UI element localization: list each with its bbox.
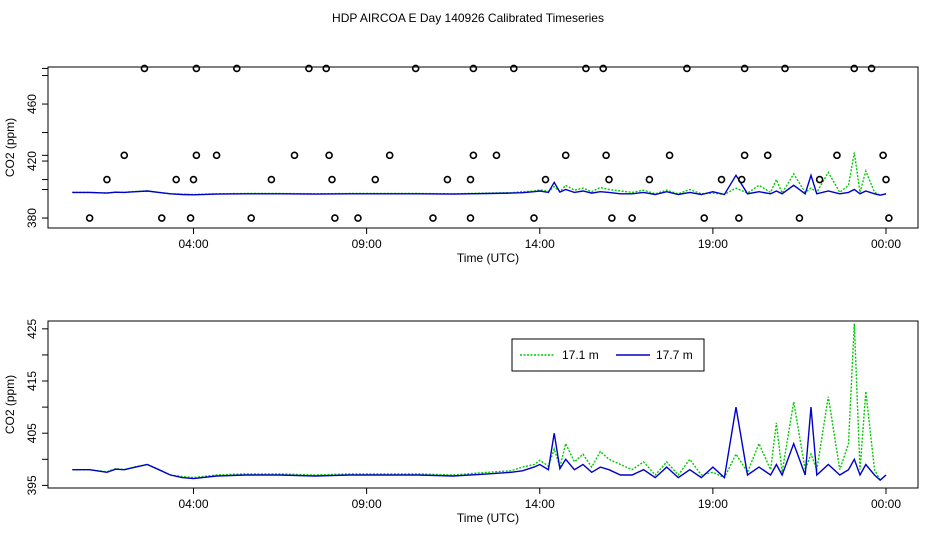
scatter-point xyxy=(717,175,726,184)
scatter-point xyxy=(582,64,590,73)
scatter-point xyxy=(385,151,394,160)
scatter-point xyxy=(157,214,166,222)
scatter-point xyxy=(700,214,709,222)
scatter-point xyxy=(354,214,362,222)
scatter-point xyxy=(232,64,241,73)
scatter-point xyxy=(885,214,893,222)
scatter-point xyxy=(879,151,887,160)
x-tick-label: 00:00 xyxy=(871,497,901,511)
y-tick-label: 460 xyxy=(25,94,39,114)
legend-box xyxy=(511,338,705,372)
scatter-point xyxy=(737,175,746,184)
x-tick-label: 14:00 xyxy=(525,237,555,251)
y-tick-label: 380 xyxy=(25,208,39,228)
scatter-point xyxy=(212,151,221,160)
x-tick-label: 09:00 xyxy=(352,237,382,251)
y-axis-title: CO2 (ppm) xyxy=(3,375,17,434)
y-tick-label: 395 xyxy=(25,475,39,495)
scatter-point xyxy=(815,175,824,184)
scatter-point xyxy=(763,151,772,160)
scatter-point xyxy=(492,151,501,160)
x-tick-label: 19:00 xyxy=(698,497,728,511)
y-axis-title: CO2 (ppm) xyxy=(3,118,17,177)
legend-label: 17.7 m xyxy=(656,348,693,362)
scatter-point xyxy=(325,151,333,160)
scatter-point xyxy=(469,64,478,73)
scatter-point xyxy=(192,64,201,73)
x-axis-title: Time (UTC) xyxy=(457,251,519,265)
scatter-point xyxy=(735,214,743,222)
series-line-17-1-m xyxy=(72,152,887,196)
scatter-point xyxy=(740,151,749,160)
scatter-point xyxy=(795,214,804,222)
scatter-point xyxy=(882,175,890,184)
scatter-point xyxy=(833,151,841,160)
scatter-point xyxy=(466,214,475,222)
scatter-point xyxy=(605,175,613,184)
scatter-point xyxy=(469,151,478,160)
scatter-point xyxy=(305,64,313,73)
legend-label: 17.1 m xyxy=(562,348,599,362)
scatter-point xyxy=(140,64,149,73)
scatter-point xyxy=(665,151,674,160)
scatter-point xyxy=(740,64,749,73)
scatter-point xyxy=(290,151,299,160)
scatter-point xyxy=(331,214,339,222)
x-tick-label: 04:00 xyxy=(178,237,208,251)
panel-bottom: 04:00 09:00 14:00 19:00 00:00 Time (UTC) 395 40… xyxy=(3,318,919,525)
plot-frame xyxy=(47,320,919,489)
x-tick-label: 09:00 xyxy=(352,497,382,511)
scatter-point xyxy=(561,151,570,160)
scatter-point xyxy=(645,175,654,184)
x-tick-label: 04:00 xyxy=(178,497,208,511)
x-tick-label: 00:00 xyxy=(871,237,901,251)
scatter-point xyxy=(247,214,256,222)
scatter-point xyxy=(172,175,180,184)
scatter-point xyxy=(628,214,636,222)
scatter-point xyxy=(530,214,538,222)
scatter-point xyxy=(322,64,331,73)
scatter-point xyxy=(509,64,518,73)
x-axis-title: Time (UTC) xyxy=(457,511,519,525)
panel-top: 04:00 09:00 14:00 19:00 00:00 Time (UTC) 380 42… xyxy=(3,64,919,265)
scatter-point xyxy=(186,214,195,222)
scatter-point xyxy=(189,175,198,184)
scatter-point xyxy=(328,175,336,184)
series-line-17-7-m xyxy=(72,172,887,196)
scatter-point xyxy=(371,175,380,184)
scatter-point xyxy=(781,64,789,73)
scatter-point xyxy=(411,64,420,73)
series-line-17-7-m xyxy=(72,406,887,482)
plot-frame xyxy=(47,66,919,229)
x-tick-label: 14:00 xyxy=(525,497,555,511)
scatter-point xyxy=(120,151,129,160)
scatter-point xyxy=(867,64,876,73)
y-tick-label: 420 xyxy=(25,151,39,171)
scatter-point xyxy=(443,175,452,184)
scatter-point xyxy=(541,175,550,184)
scatter-point xyxy=(103,175,111,184)
scatter-point xyxy=(608,214,616,222)
x-tick-label: 19:00 xyxy=(698,237,728,251)
scatter-point xyxy=(683,64,691,73)
scatter-point xyxy=(267,175,276,184)
scatter-point xyxy=(466,175,475,184)
y-tick-label: 425 xyxy=(25,318,39,338)
scatter-point xyxy=(85,214,94,222)
chart-title: HDP AIRCOA E Day 140926 Calibrated Times… xyxy=(332,11,604,25)
scatter-point xyxy=(599,64,608,73)
y-tick-label: 405 xyxy=(25,423,39,443)
scatter-point xyxy=(602,151,610,160)
y-tick-label: 415 xyxy=(25,371,39,391)
scatter-point xyxy=(192,151,201,160)
scatter-point xyxy=(429,214,437,222)
scatter-point xyxy=(850,64,859,73)
series-line-17-1-m xyxy=(72,323,887,482)
